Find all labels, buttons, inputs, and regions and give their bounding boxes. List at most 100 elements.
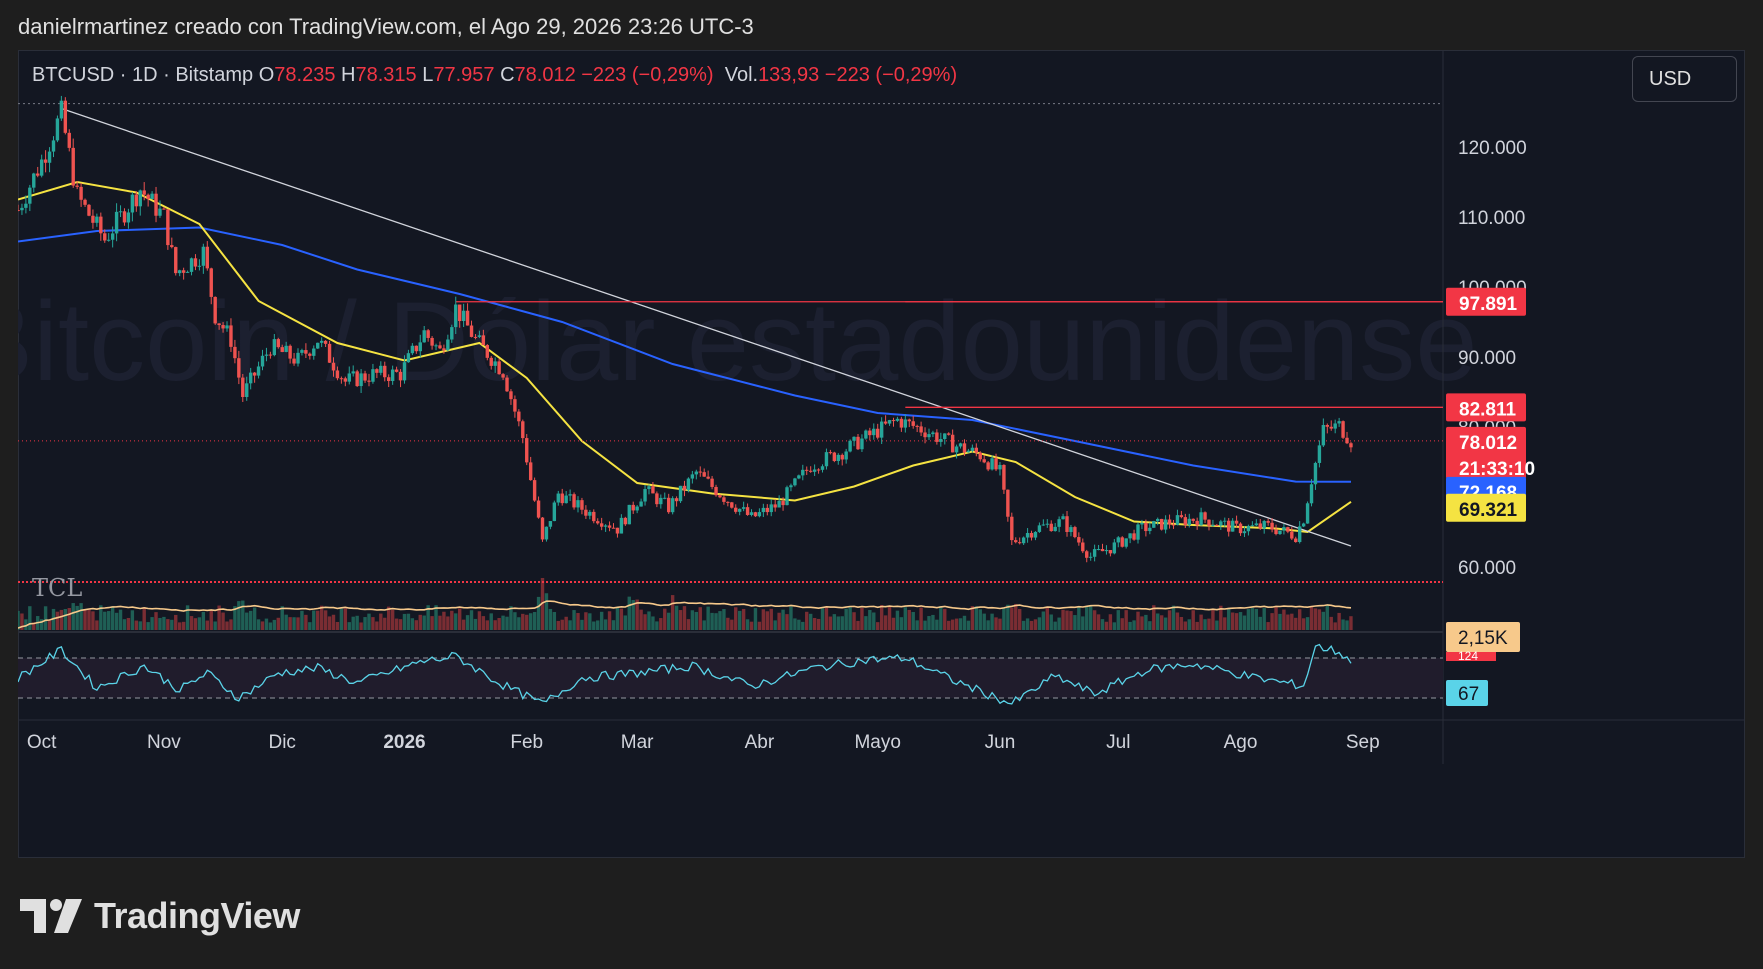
rsi-band xyxy=(18,658,1443,698)
candle-body xyxy=(1254,523,1259,526)
candle-body xyxy=(588,511,592,516)
volume-bar xyxy=(931,614,935,630)
volume-bar xyxy=(915,620,919,630)
volume-bar xyxy=(335,621,340,630)
volume-bar xyxy=(414,620,419,630)
candle-body xyxy=(1349,443,1353,448)
volume-bar xyxy=(864,616,868,630)
price-axis-label: 110.000 xyxy=(1458,208,1525,229)
volume-bar xyxy=(659,618,663,630)
volume-bar xyxy=(312,610,316,630)
volume-bar xyxy=(1140,616,1144,630)
candle-body xyxy=(300,350,304,353)
volume-bar xyxy=(371,617,375,630)
volume-bar xyxy=(1021,620,1026,630)
candle-body xyxy=(103,233,107,241)
volume-bar xyxy=(828,616,833,630)
volume-bar xyxy=(343,608,348,630)
volume-bar xyxy=(461,619,466,630)
candle-body xyxy=(146,194,150,200)
candle-body xyxy=(1006,489,1010,517)
volume-bar xyxy=(1250,608,1255,630)
candle-body xyxy=(28,187,32,204)
volume-bar xyxy=(517,617,521,630)
candle-body xyxy=(1175,515,1180,525)
volume-bar xyxy=(584,612,588,630)
currency-button[interactable]: USD xyxy=(1632,56,1737,102)
volume-bar xyxy=(919,607,923,630)
candle-body xyxy=(197,265,202,267)
candle-body xyxy=(379,365,383,373)
volume-bar xyxy=(868,609,872,630)
candle-body xyxy=(568,494,572,496)
volume-bar xyxy=(1104,621,1109,630)
candle-body xyxy=(248,372,253,384)
volume-bar xyxy=(174,614,178,630)
volume-bar xyxy=(288,617,292,630)
volume-bar xyxy=(513,612,517,630)
volume-bar xyxy=(1227,608,1231,630)
open-value: 78.235 xyxy=(274,64,336,86)
candle-body xyxy=(745,507,750,515)
candle-body xyxy=(170,245,174,248)
volume-bar xyxy=(1053,621,1057,630)
volume-bar xyxy=(678,610,683,630)
candle-body xyxy=(166,209,170,246)
candle-body xyxy=(702,472,706,477)
volume-bar xyxy=(260,621,265,630)
volume-bar xyxy=(994,617,998,630)
candle-body xyxy=(402,362,407,381)
candle-body xyxy=(509,391,513,400)
volume-bar xyxy=(544,593,549,630)
rsi-last-label-bg xyxy=(1446,680,1488,706)
candle-body xyxy=(580,500,584,510)
volume-bar xyxy=(276,617,280,630)
time-axis-label-oct: Oct xyxy=(27,732,57,753)
candle-body xyxy=(1325,425,1329,427)
volume-bar xyxy=(1258,616,1262,630)
volume-bar xyxy=(1002,608,1006,630)
time-axis-label-abr: Abr xyxy=(745,732,775,753)
sma-long-line xyxy=(18,226,1352,483)
candle-body xyxy=(1187,518,1191,525)
candle-body xyxy=(631,504,635,511)
candle-body xyxy=(296,352,300,364)
volume-bar xyxy=(785,614,789,630)
volume-bar xyxy=(1329,616,1333,630)
candle-body xyxy=(1010,516,1014,541)
volume-bar xyxy=(793,618,797,630)
symbol-legend[interactable]: BTCUSD · 1D · Bitstamp O78.235 H78.315 L… xyxy=(32,64,957,87)
candle-body xyxy=(911,421,915,426)
candle-body xyxy=(611,527,616,529)
candle-body xyxy=(532,480,537,501)
volume-bar xyxy=(1254,608,1259,630)
chart-canvas[interactable]: Bitcoin / Dólar estadounidense Oct Nov Dic… xyxy=(18,50,1745,858)
tcl-logo: TCL xyxy=(32,574,83,602)
volume-bar xyxy=(217,605,221,630)
symbol-name[interactable]: BTCUSD · 1D · Bitstamp xyxy=(32,64,254,86)
candle-body xyxy=(221,325,225,329)
volume-bar xyxy=(201,611,206,630)
candle-body xyxy=(1227,520,1231,532)
volume-bar xyxy=(1152,605,1156,630)
volume-bar xyxy=(95,620,99,630)
candle-body xyxy=(1199,512,1203,526)
candle-body xyxy=(1065,516,1069,532)
volume-bar xyxy=(698,607,702,630)
volume-bar xyxy=(1037,617,1042,630)
volume-bar xyxy=(331,614,336,630)
tradingview-brand[interactable]: TradingView xyxy=(20,895,300,936)
candle-body xyxy=(1045,523,1049,525)
volume-bar xyxy=(367,613,371,630)
volume-bar xyxy=(836,616,840,630)
candle-body xyxy=(1183,517,1188,525)
level-97891-label-text: 97.891 xyxy=(1459,294,1518,315)
candle-body xyxy=(1159,518,1164,530)
candle-body xyxy=(316,342,320,349)
candle-body xyxy=(201,246,206,266)
volume-bar xyxy=(67,608,71,630)
volume-bar xyxy=(327,616,332,630)
candle-body xyxy=(994,458,998,470)
candle-body xyxy=(706,476,710,479)
candle-body xyxy=(454,304,458,328)
